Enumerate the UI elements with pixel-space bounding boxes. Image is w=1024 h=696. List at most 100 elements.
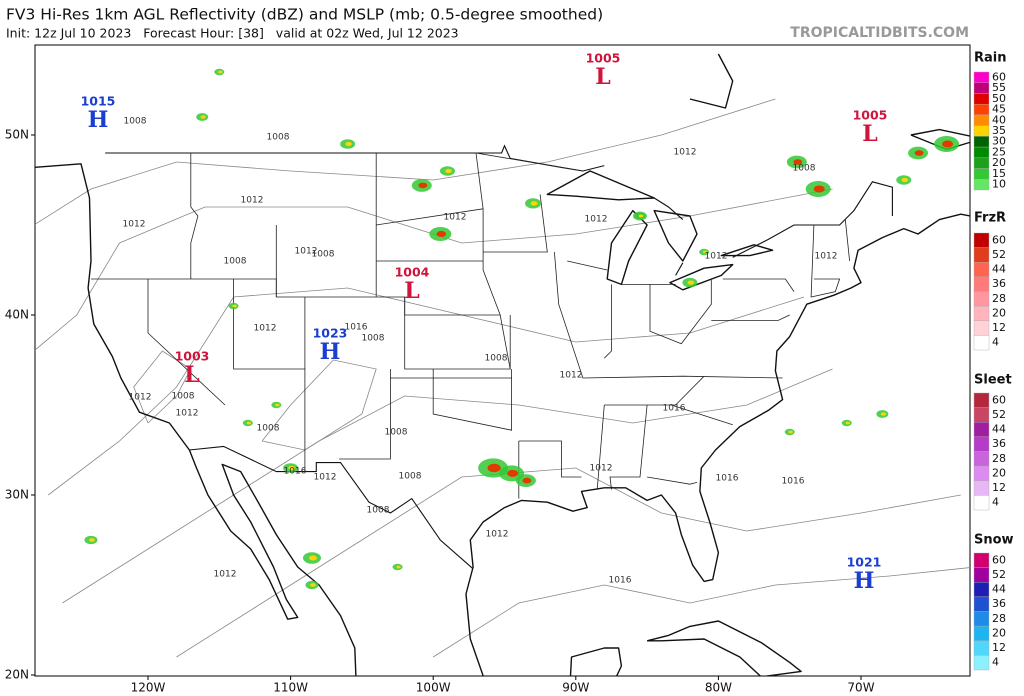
legend-swatch (973, 625, 990, 641)
lat-label: 20N (5, 668, 29, 682)
state-line (810, 224, 841, 298)
state-line (404, 297, 511, 370)
legend-level: 20 (992, 466, 1006, 479)
map-layer (35, 53, 970, 676)
precip-core (507, 469, 519, 477)
state-line (649, 279, 712, 345)
precip-core (232, 304, 237, 308)
legend-title: Snow (974, 533, 1014, 548)
state-line (604, 284, 612, 359)
state-line (671, 404, 733, 426)
isobar-label: 1012 (254, 324, 277, 334)
isobar-label: 1012 (295, 247, 318, 257)
legend-level: 20 (992, 306, 1006, 319)
isobar-label: 1012 (241, 196, 264, 206)
legend-level: 4 (992, 496, 999, 509)
legend-swatch (973, 179, 990, 191)
isobar-label: 1016 (284, 467, 307, 477)
legend-swatch (973, 114, 990, 126)
isobar-label: 1016 (716, 474, 739, 484)
legend-swatch (973, 582, 990, 598)
legend-swatch (973, 305, 990, 321)
legend-swatch (973, 71, 990, 83)
legend-level: 36 (992, 597, 1006, 610)
legend-level: 36 (992, 437, 1006, 450)
legend: Rain6055504540353025201510FrzR6052443628… (973, 51, 1014, 671)
precip-core (396, 565, 401, 569)
legend-swatch (973, 276, 990, 292)
legend-swatch (973, 552, 990, 568)
isobar (432, 567, 970, 658)
isobar-label: 1012 (674, 148, 697, 158)
precip-core (309, 555, 317, 561)
precip-core (788, 430, 793, 434)
precip-core (288, 465, 295, 471)
legend-swatch (973, 136, 990, 148)
legend-level: 15 (992, 167, 1006, 180)
legend-level: 44 (992, 263, 1006, 276)
legend-title: FrzR (974, 211, 1006, 226)
isobar (35, 188, 833, 351)
legend-swatch (973, 655, 990, 671)
precip-core (89, 538, 95, 542)
legend-swatch (973, 480, 990, 496)
state-line (190, 153, 199, 279)
isobar-label: 1008 (312, 250, 335, 260)
legend-swatch (973, 232, 990, 248)
isobar-label: 1008 (172, 392, 195, 402)
legend-swatch (973, 495, 990, 511)
lon-label: 120W (131, 681, 166, 695)
pressure-value: 1005 (586, 51, 621, 66)
precip-core (845, 421, 850, 425)
legend-swatch (973, 125, 990, 137)
legend-level: 44 (992, 423, 1006, 436)
legend-swatch (973, 451, 990, 467)
lat-label: 40N (5, 308, 29, 322)
legend-swatch (973, 168, 990, 180)
legend-swatch (973, 103, 990, 116)
legend-level: 45 (992, 103, 1006, 116)
pressure-value: 1005 (853, 108, 888, 123)
isobar (35, 98, 776, 225)
isobar-label: 1012 (176, 409, 199, 419)
legend-swatch (973, 157, 990, 169)
state-line (339, 369, 391, 460)
state-line (432, 369, 512, 431)
border (653, 197, 684, 221)
state-line (647, 476, 698, 485)
isobar-label: 1012 (444, 213, 467, 223)
isobar-label: 1012 (585, 215, 608, 225)
precip-core (901, 177, 909, 183)
pressure-symbol: H (320, 339, 341, 365)
isobar-label: 1008 (367, 506, 390, 516)
state-line (609, 404, 648, 490)
legend-level: 12 (992, 481, 1006, 494)
legend-swatch (973, 392, 990, 408)
legend-swatch (973, 320, 990, 336)
isobar-label: 1016 (663, 404, 686, 414)
isobar (47, 287, 805, 496)
isobar-label: 1008 (485, 354, 508, 364)
pressure-symbol: L (862, 121, 877, 147)
isobar-label: 1012 (129, 393, 152, 403)
state-line (147, 279, 226, 406)
legend-swatch (973, 247, 990, 263)
pressure-symbol: L (595, 64, 610, 90)
legend-swatch (973, 291, 990, 307)
legend-level: 52 (992, 568, 1006, 581)
isobar-label: 1008 (267, 133, 290, 143)
legend-level: 10 (992, 178, 1006, 191)
legend-level: 52 (992, 408, 1006, 421)
state-line (518, 440, 582, 478)
isobar-label: 1008 (124, 117, 147, 127)
pressure-symbol: L (184, 362, 199, 388)
pressure-value: 1023 (313, 326, 348, 341)
title: FV3 Hi-Res 1km AGL Reflectivity (dBZ) an… (6, 6, 603, 24)
isobar-label: 1008 (793, 164, 816, 174)
precip-core (880, 412, 887, 416)
state-line (475, 152, 583, 172)
border (189, 445, 474, 570)
state-line (711, 314, 790, 321)
